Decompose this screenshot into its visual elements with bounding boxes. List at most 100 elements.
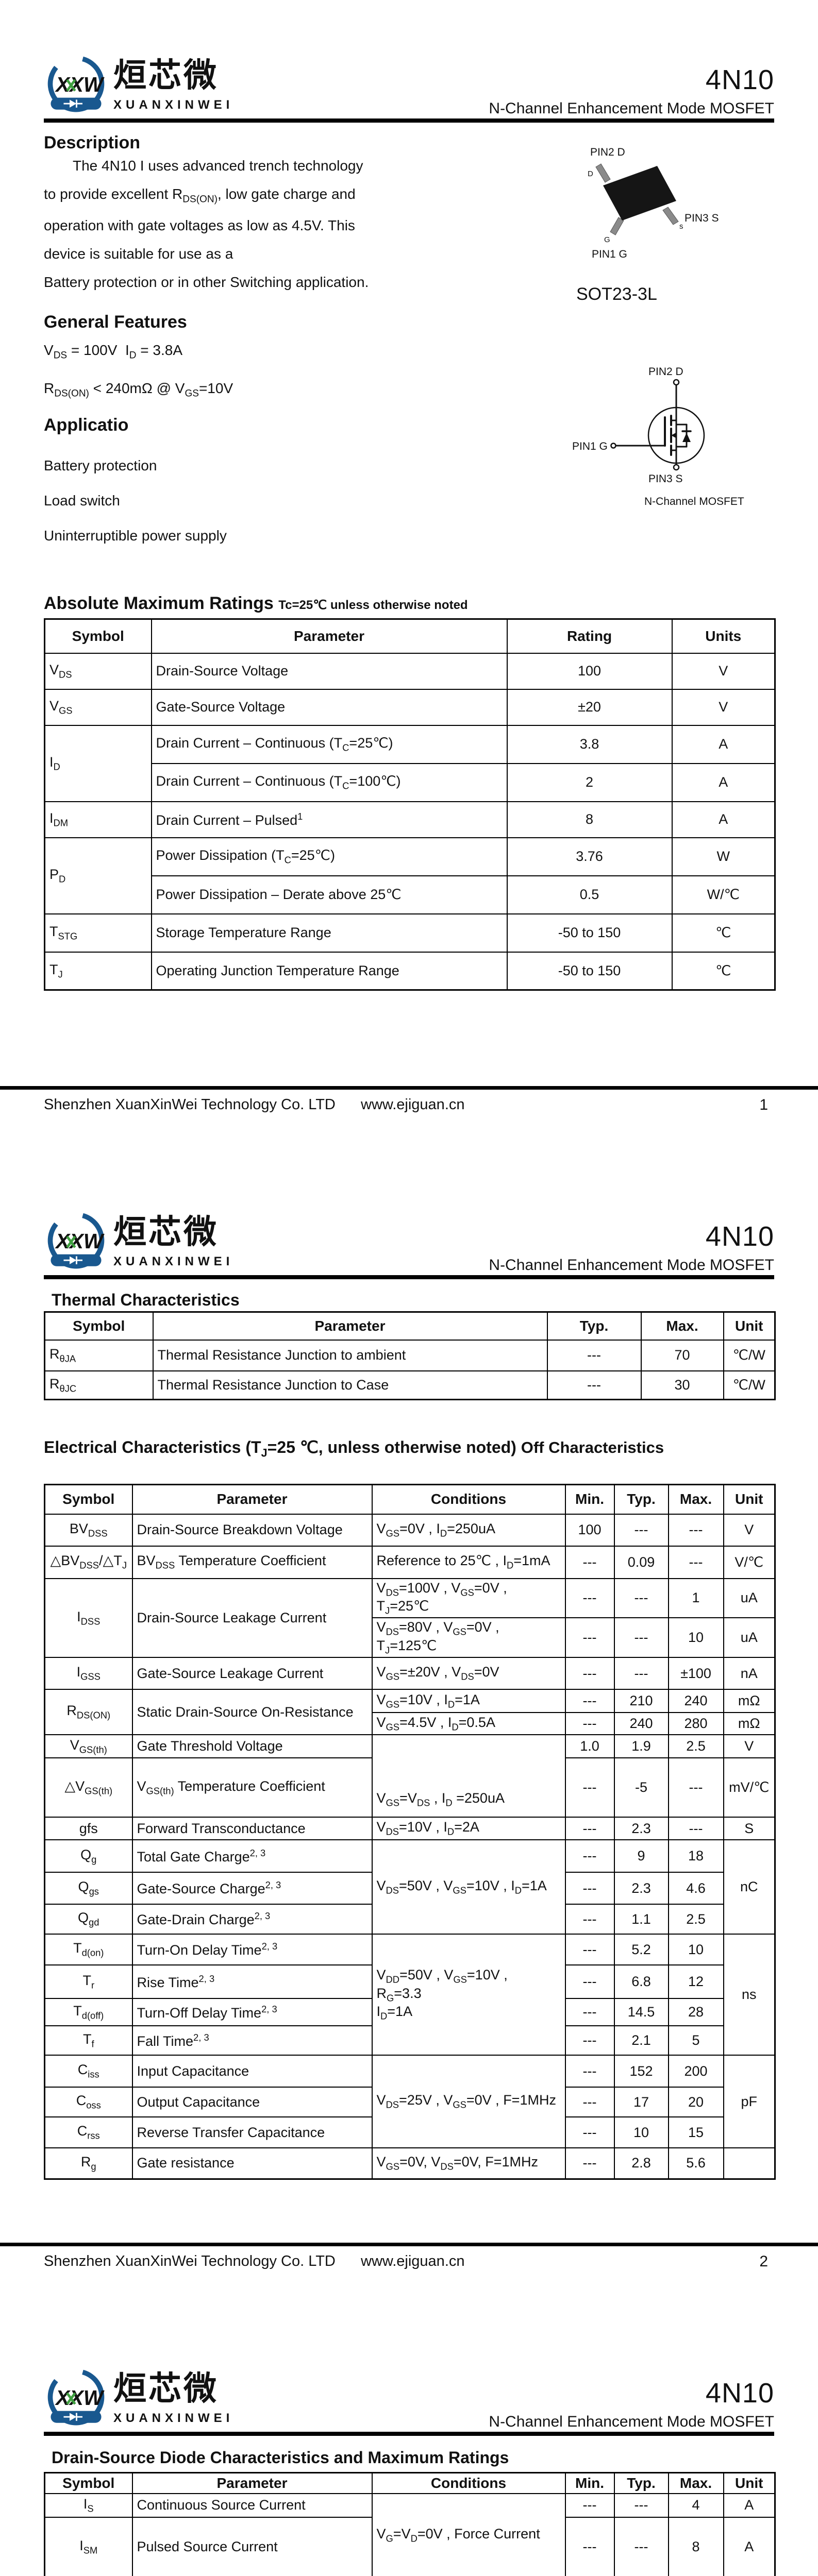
table-cell: 9 bbox=[613, 1839, 669, 1873]
brand-logo: XXW 烜芯微 XUANXINWEI bbox=[44, 1211, 233, 1275]
footer-company: Shenzhen XuanXinWei Technology Co. LTD bbox=[44, 1096, 336, 1113]
table-cell: Unit bbox=[723, 1311, 776, 1341]
table-cell: Qgd bbox=[44, 1904, 133, 1935]
table-cell bbox=[723, 2147, 776, 2180]
table-cell: Thermal Resistance Junction to ambient bbox=[152, 1339, 548, 1371]
table-cell: VDS=80V , VGS=0V , TJ=125℃ bbox=[371, 1617, 566, 1658]
table-cell: Td(off) bbox=[44, 1998, 133, 2027]
table-cell: Gate-Source Charge2, 3 bbox=[131, 1872, 373, 1905]
table-row: Tf Fall Time2, 3 --- 2.1 5 bbox=[44, 2025, 775, 2056]
table-cell: 10 bbox=[613, 2116, 669, 2149]
table-row: TJ Operating Junction Temperature Range -5… bbox=[44, 951, 776, 991]
table-cell: TJ bbox=[44, 951, 152, 991]
table-cell: 12 bbox=[667, 1964, 724, 1999]
table-cell: V bbox=[723, 1734, 776, 1759]
table-cell: -5 bbox=[613, 1757, 669, 1818]
table-cell: W/℃ bbox=[671, 875, 776, 914]
table-cell: 20 bbox=[667, 2087, 724, 2118]
description-line: The 4N10 I uses advanced trench technolo… bbox=[73, 158, 363, 174]
page-2: XXW 烜芯微 XUANXINWEI 4N10 N-Channel Enhanc… bbox=[0, 1157, 818, 2313]
table-cell: 100 bbox=[506, 652, 673, 690]
table-cell: V bbox=[671, 652, 776, 690]
abs-max-table: Symbol Parameter Rating Units VDS Drain-Sourc… bbox=[44, 618, 776, 991]
table-cell: 2.3 bbox=[613, 1817, 669, 1841]
table-cell: Storage Temperature Range bbox=[151, 913, 508, 953]
table-cell: VGS bbox=[44, 688, 152, 726]
brand-logo: XXW 烜芯微 XUANXINWEI bbox=[44, 54, 233, 118]
description-line: device is suitable for use as a bbox=[44, 245, 233, 262]
table-row: Coss Output Capacitance --- 17 20 bbox=[44, 2087, 775, 2118]
table-cell: Max. bbox=[667, 2472, 724, 2494]
table-cell: --- bbox=[564, 1817, 615, 1841]
table-cell: BVDSS bbox=[44, 1513, 133, 1547]
table-cell: --- bbox=[667, 1513, 724, 1547]
table-cell: 1.9 bbox=[613, 1734, 669, 1759]
electrical-title-main: Electrical Characteristics (TJ=25 ℃, unl… bbox=[44, 1438, 516, 1460]
table-row: Symbol Parameter Conditions Min. Typ. Max. Uni… bbox=[44, 1484, 776, 1515]
table-cell: uA bbox=[723, 1617, 776, 1658]
table-cell: Coss bbox=[44, 2087, 133, 2118]
svg-text:XXW: XXW bbox=[55, 73, 105, 96]
table-row: Ciss Input Capacitance VDS=25V , VGS=0V , … bbox=[44, 2055, 776, 2149]
table-cell: -50 to 150 bbox=[506, 913, 673, 953]
symbol-label: N-Channel MOSFET bbox=[644, 496, 744, 507]
brand-logo: XXW 烜芯微 XUANXINWEI bbox=[44, 2367, 233, 2432]
table-cell: --- bbox=[564, 2116, 615, 2149]
table-cell: Unit bbox=[723, 2472, 776, 2494]
table-cell: mΩ bbox=[723, 1689, 776, 1714]
table-cell: 8 bbox=[667, 2516, 724, 2576]
table-row: RθJC Thermal Resistance Junction to Case -… bbox=[44, 1370, 776, 1400]
table-cell: --- bbox=[546, 1339, 642, 1371]
table-cell: Parameter bbox=[131, 2472, 373, 2494]
table-cell: A bbox=[671, 724, 776, 764]
table-cell: △VGS(th) bbox=[44, 1757, 133, 1818]
table-cell: IS bbox=[44, 2493, 133, 2518]
symbol-pin-s: PIN3 S bbox=[648, 473, 683, 485]
table-cell: W bbox=[671, 837, 776, 876]
table-cell: --- bbox=[564, 1872, 615, 1905]
table-cell: VDS bbox=[44, 652, 152, 690]
table-cell: 240 bbox=[613, 1712, 669, 1736]
table-cell: Reference to 25℃ , ID=1mA bbox=[371, 1545, 566, 1579]
table-cell: 240 bbox=[667, 1689, 724, 1714]
table-cell: 2.5 bbox=[667, 1734, 724, 1759]
table-cell: VGS=4.5V , ID=0.5A bbox=[371, 1712, 566, 1736]
table-row: VGS Gate-Source Voltage ±20 V bbox=[44, 688, 776, 726]
table-cell: --- bbox=[613, 1513, 669, 1547]
table-cell: Power Dissipation – Derate above 25℃ bbox=[151, 875, 508, 914]
table-cell: 200 bbox=[667, 2055, 724, 2088]
table-cell: VDD=50V , VGS=10V , RG=3.3 ID=1A bbox=[371, 1934, 566, 2056]
table-cell: IGSS bbox=[44, 1657, 133, 1690]
table-cell: --- bbox=[564, 1578, 615, 1619]
table-cell: IDSS bbox=[44, 1578, 133, 1658]
svg-text:XXW: XXW bbox=[55, 1229, 105, 1253]
table-cell: 2.5 bbox=[667, 1904, 724, 1935]
description-line: operation with gate voltages as low as 4… bbox=[44, 217, 355, 233]
lead-g bbox=[610, 217, 624, 235]
table-cell: --- bbox=[546, 1370, 642, 1400]
table-cell: Parameter bbox=[151, 618, 508, 654]
header-rule bbox=[44, 1275, 774, 1279]
table-cell: Forward Transconductance bbox=[131, 1817, 373, 1841]
table-cell: Conditions bbox=[371, 2472, 566, 2494]
table-cell: 10 bbox=[667, 1934, 724, 1966]
table-cell: Power Dissipation (TC=25℃) bbox=[151, 837, 508, 876]
mosfet-symbol-figure: PIN2 D PIN1 G PIN3 S N-Channel MOSFET bbox=[572, 367, 744, 507]
lead-g-label: G bbox=[604, 235, 610, 244]
table-cell: --- bbox=[564, 1712, 615, 1736]
table-cell: VGS(th) bbox=[44, 1734, 133, 1759]
abs-max-title-main: Absolute Maximum Ratings bbox=[44, 594, 274, 613]
table-cell: Rise Time2, 3 bbox=[131, 1964, 373, 1999]
table-cell: PD bbox=[44, 837, 152, 914]
table-cell: VDS=100V , VGS=0V , TJ=25℃ bbox=[371, 1578, 566, 1619]
logo-icon: XXW bbox=[47, 1212, 105, 1269]
table-cell: mΩ bbox=[723, 1712, 776, 1736]
table-cell: Typ. bbox=[613, 2472, 669, 2494]
table-cell: S bbox=[723, 1817, 776, 1841]
part-subtitle: N-Channel Enhancement Mode MOSFET bbox=[489, 100, 774, 117]
features-title: General Features bbox=[44, 312, 187, 332]
table-cell: Unit bbox=[723, 1484, 776, 1515]
table-cell: Rg bbox=[44, 2147, 133, 2180]
table-cell: VDS=10V , ID=2A bbox=[371, 1817, 566, 1841]
table-cell: ℃/W bbox=[723, 1339, 776, 1371]
